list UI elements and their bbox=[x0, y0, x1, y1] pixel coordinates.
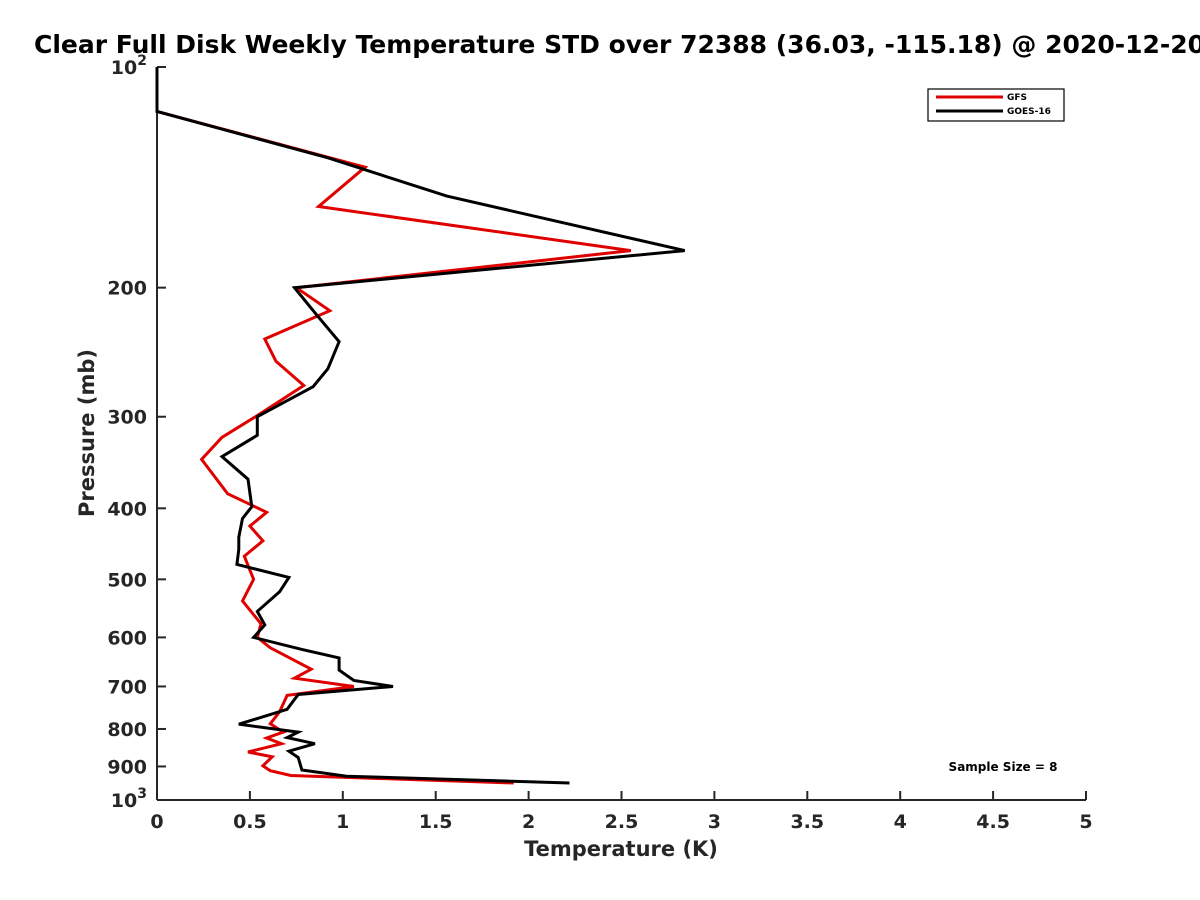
y-tick-label: 700 bbox=[107, 676, 147, 698]
x-tick-label: 2.5 bbox=[605, 811, 639, 833]
legend-box bbox=[927, 88, 1065, 122]
x-tick-label: 4 bbox=[894, 811, 907, 833]
series-line-goes-16 bbox=[155, 67, 686, 785]
y-tick-label: 600 bbox=[107, 627, 147, 649]
x-tick-label: 0 bbox=[150, 811, 163, 833]
y-tick-label: 200 bbox=[107, 278, 147, 300]
y-tick-label: 800 bbox=[107, 719, 147, 741]
series-line-gfs bbox=[155, 67, 632, 785]
y-tick-label: 500 bbox=[107, 569, 147, 591]
x-tick-label: 4.5 bbox=[976, 811, 1010, 833]
legend-label-goes-16: GOES-16 bbox=[1007, 107, 1051, 117]
sample-size-annotation: Sample Size = 8 bbox=[949, 760, 1058, 774]
chart-title: Clear Full Disk Weekly Temperature STD o… bbox=[34, 30, 1200, 59]
legend: GFS GOES-16 bbox=[927, 88, 1065, 122]
x-axis-label: Temperature (K) bbox=[524, 837, 718, 861]
y-axis-label: Pressure (mb) bbox=[75, 349, 99, 517]
axis-ticks: 0 0.5 1 1.5 2 2.5 3 3.5 4 4.5 5 102 200 300 400 500 600 7… bbox=[107, 53, 1092, 833]
legend-label-gfs: GFS bbox=[1007, 93, 1027, 103]
y-tick-label: 400 bbox=[107, 498, 147, 520]
axes bbox=[156, 67, 1086, 801]
x-tick-label: 3.5 bbox=[790, 811, 824, 833]
y-tick-label: 102 bbox=[111, 53, 147, 79]
x-tick-label: 0.5 bbox=[233, 811, 267, 833]
data-series bbox=[155, 67, 686, 785]
x-tick-label: 1 bbox=[336, 811, 349, 833]
y-tick-label: 900 bbox=[107, 756, 147, 778]
x-tick-label: 1.5 bbox=[419, 811, 453, 833]
y-tick-label: 300 bbox=[107, 407, 147, 429]
x-tick-label: 2 bbox=[522, 811, 535, 833]
x-tick-label: 5 bbox=[1079, 811, 1092, 833]
y-tick-label: 103 bbox=[111, 786, 147, 812]
x-tick-label: 3 bbox=[708, 811, 721, 833]
